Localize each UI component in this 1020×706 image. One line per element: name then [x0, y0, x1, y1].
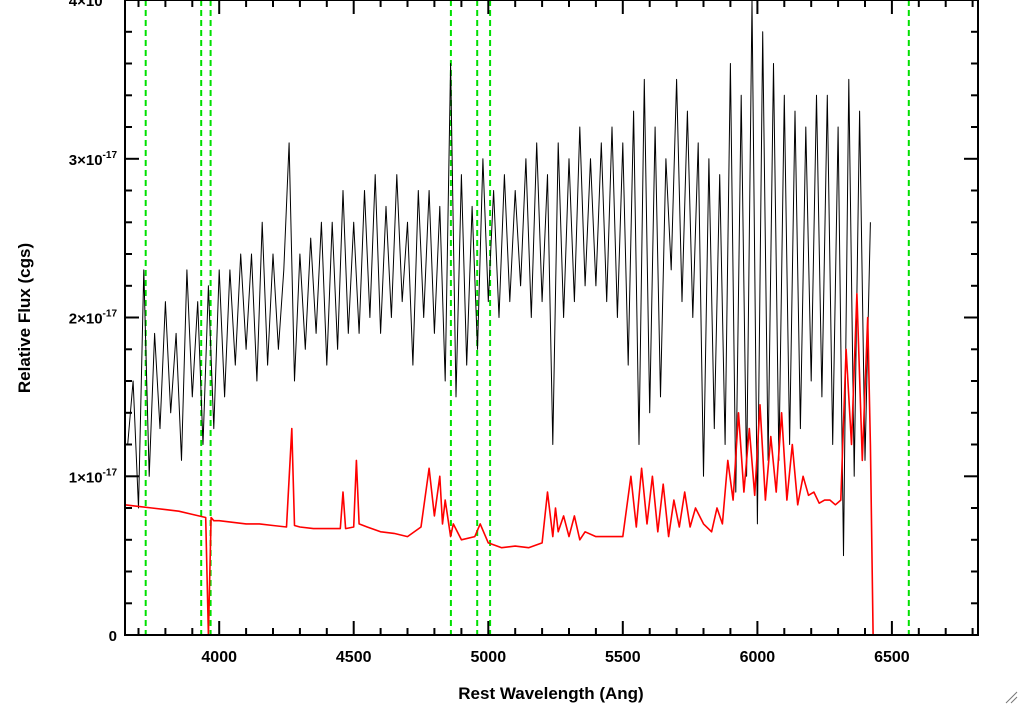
x-tick-label: 5000	[471, 649, 507, 666]
y-axis-label: Relative Flux (cgs)	[15, 243, 34, 393]
y-tick-label: 2×10-17	[69, 309, 118, 328]
x-tick-label: 6500	[874, 649, 910, 666]
y-axis-ticks: 0 1×10-17 2×10-17 3×10-17 4×10-17	[69, 0, 978, 645]
y-tick-label: 1×10-17	[69, 467, 118, 486]
x-axis-label: Rest Wavelength (Ang)	[458, 684, 643, 703]
y-tick-label: 3×10-17	[69, 150, 118, 169]
y-tick-label: 0	[109, 628, 117, 645]
x-tick-label: 6000	[740, 649, 776, 666]
x-tick-label: 5500	[605, 649, 641, 666]
y-tick-label: 4×10-17	[69, 0, 118, 10]
x-tick-label: 4500	[336, 649, 372, 666]
series-spectrum	[127, 0, 871, 557]
x-axis-ticks: 4000 4500 5000 5500 6000 6500	[137, 0, 974, 666]
series-error	[124, 292, 978, 636]
x-tick-label: 4000	[201, 649, 237, 666]
series-layer	[124, 0, 978, 636]
resize-grip-icon[interactable]	[1004, 690, 1018, 704]
